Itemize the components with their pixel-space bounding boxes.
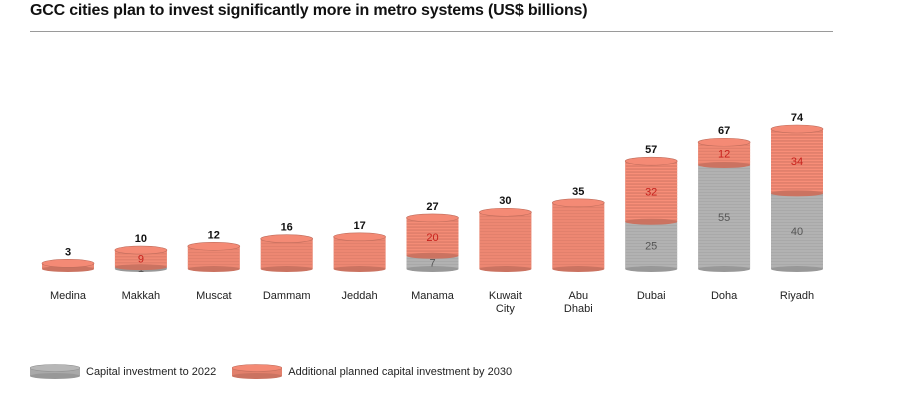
- total-label-jeddah: 17: [353, 220, 365, 232]
- bar-segment-additional-planned-capital-investment-by-2030-riyadh: [770, 124, 824, 197]
- segment-label-riyadh-0: 40: [791, 226, 803, 238]
- category-label-medina: Medina: [50, 290, 87, 302]
- city-stack-dammam: 16 Dammam: [260, 222, 314, 302]
- category-label-kuwait-city: Kuwait City: [489, 290, 522, 315]
- segment-label-manama-1: 20: [426, 232, 438, 244]
- legend-item-capital: Capital investment to 2022: [30, 364, 216, 380]
- title-divider: [30, 31, 833, 32]
- total-label-riyadh: 74: [791, 112, 804, 124]
- city-stack-abu-dhabi: 35 Abu Dhabi: [551, 186, 605, 315]
- bar-segment-additional-planned-capital-investment-by-2030-jeddah: [333, 232, 386, 272]
- bar-segment-additional-planned-capital-investment-by-2030-abu-dhabi: [551, 198, 605, 272]
- segment-label-doha-1: 12: [718, 149, 730, 161]
- bar-segment-additional-planned-capital-investment-by-2030-manama: [406, 213, 459, 259]
- legend-swatch-capital: [30, 364, 80, 379]
- category-label-dammam: Dammam: [263, 290, 311, 302]
- segment-label-doha-0: 55: [718, 212, 730, 224]
- bar-segment-additional-planned-capital-investment-by-2030-doha: [697, 137, 751, 168]
- bar-segment-additional-planned-capital-investment-by-2030-medina: [41, 259, 95, 272]
- city-stack-doha: 55 12 67 Doha: [697, 125, 751, 302]
- legend-item-additional: Additional planned capital investment by…: [232, 364, 512, 380]
- bar-segment-capital-investment-to-2022-dubai: [625, 221, 678, 272]
- city-stack-muscat: 12 Muscat: [187, 229, 241, 302]
- bar-segment-additional-planned-capital-investment-by-2030-kuwait-city: [479, 207, 532, 272]
- total-label-medina: 3: [65, 246, 71, 258]
- legend-label-capital: Capital investment to 2022: [86, 366, 217, 378]
- category-label-dubai: Dubai: [637, 290, 666, 302]
- bar-segment-additional-planned-capital-investment-by-2030-dammam: [260, 234, 314, 272]
- bar-segment-additional-planned-capital-investment-by-2030-dubai: [624, 156, 678, 225]
- category-label-manama: Manama: [411, 290, 455, 302]
- category-label-makkah: Makkah: [122, 290, 161, 302]
- segment-label-riyadh-1: 34: [791, 156, 803, 168]
- total-label-makkah: 10: [135, 233, 147, 245]
- segment-label-makkah-1: 9: [138, 254, 144, 266]
- category-label-riyadh: Riyadh: [780, 290, 814, 302]
- city-stack-medina: 3 Medina: [41, 246, 95, 302]
- total-label-dubai: 57: [645, 144, 657, 156]
- city-stack-dubai: 25 32 57 Dubai: [624, 144, 678, 302]
- category-label-doha: Doha: [711, 290, 738, 302]
- total-label-manama: 27: [426, 201, 438, 213]
- legend-label-additional: Additional planned capital investment by…: [288, 366, 513, 378]
- total-label-kuwait-city: 30: [499, 195, 511, 207]
- segment-label-dubai-1: 32: [645, 186, 657, 198]
- total-label-dammam: 16: [281, 222, 293, 234]
- bar-segment-capital-investment-to-2022-doha: [698, 164, 751, 272]
- category-label-muscat: Muscat: [196, 290, 231, 302]
- city-stack-kuwait-city: 30 Kuwait City: [479, 195, 532, 315]
- city-stack-jeddah: 17 Jeddah: [333, 220, 386, 302]
- chart-title: GCC cities plan to invest significantly …: [30, 2, 588, 19]
- bar-segment-additional-planned-capital-investment-by-2030-makkah: [114, 245, 168, 271]
- chart-legend: Capital investment to 2022 Additional pl…: [30, 362, 528, 382]
- bar-segment-capital-investment-to-2022-riyadh: [771, 193, 823, 272]
- bar-segment-additional-planned-capital-investment-by-2030-muscat: [187, 241, 241, 272]
- city-stack-makkah: 1910Makkah: [114, 233, 168, 302]
- total-label-doha: 67: [718, 125, 730, 137]
- segment-label-manama-0: 7: [429, 257, 435, 269]
- total-label-abu-dhabi: 35: [572, 186, 584, 198]
- category-label-abu-dhabi: Abu Dhabi: [564, 290, 593, 315]
- category-label-jeddah: Jeddah: [342, 290, 378, 302]
- city-stack-riyadh: 40 34 74 Riyadh: [770, 112, 824, 302]
- city-stack-manama: 7 20 27 Manama: [406, 201, 459, 302]
- total-label-muscat: 12: [208, 229, 220, 241]
- legend-swatch-additional: [232, 364, 283, 379]
- bar-segment-capital-investment-to-2022-manama: [406, 255, 459, 272]
- segment-label-dubai-0: 25: [645, 240, 657, 252]
